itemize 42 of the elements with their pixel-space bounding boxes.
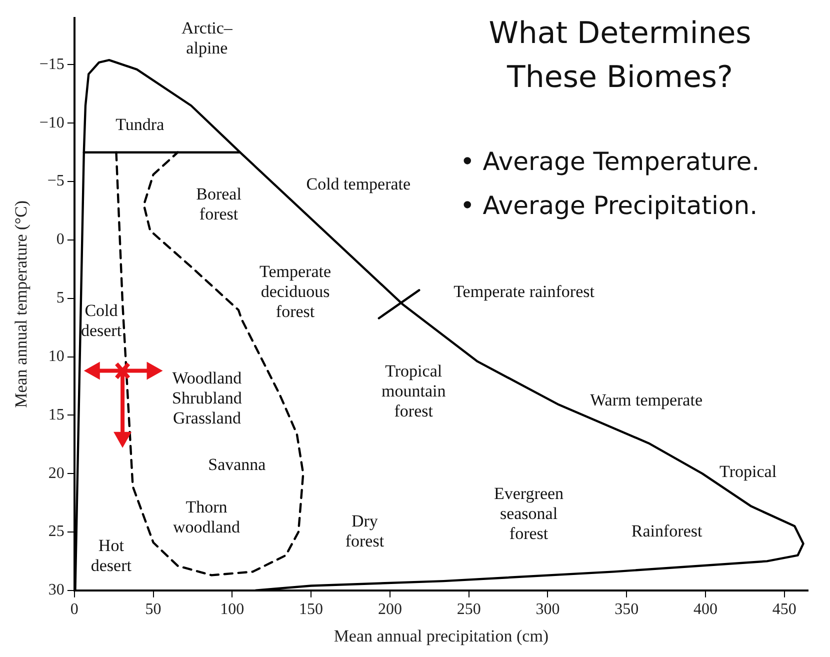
y-axis-title: Mean annual temperature (°C)	[12, 200, 31, 408]
x-tick-label: 50	[145, 601, 162, 618]
text: What Determines These Biomes?	[488, 15, 752, 96]
y-tick-label: 0	[56, 231, 64, 248]
x-axis-title: Mean annual precipitation (cm)	[334, 626, 549, 646]
y-tick-label: 30	[48, 582, 64, 599]
annotation: Thorn woodland	[172, 497, 240, 536]
annotation: Tundra	[116, 114, 165, 134]
annotation: Tropical	[720, 462, 777, 481]
y-tick-label: 25	[48, 523, 64, 540]
x-tick-label: 250	[456, 601, 481, 618]
y-tick-label: 20	[48, 464, 64, 482]
x-tick-label: 100	[220, 601, 244, 618]
annotation: Warm temperate	[590, 390, 702, 410]
y-tick-label: 5	[56, 290, 64, 307]
annotation: • Average Precipitation.	[460, 190, 759, 222]
x-tick-label: 300	[536, 601, 560, 618]
y-tick-label: −10	[39, 114, 64, 132]
x-tick-label: 200	[378, 601, 402, 618]
x-tick-label: 400	[693, 601, 718, 618]
y-tick-label: −5	[47, 172, 64, 190]
y-tick-label: 15	[48, 406, 64, 424]
annotation: Tropical mountain forest	[381, 361, 446, 420]
annotation: Evergreen seasonal forest	[494, 484, 564, 543]
annotation: Cold temperate	[306, 174, 411, 194]
annotation: Boreal forest	[196, 184, 242, 224]
y-tick-label: −15	[39, 56, 64, 73]
x-tick-label: 450	[772, 601, 796, 618]
annotation: Cold desert	[80, 301, 122, 340]
annotation: Dry forest	[345, 511, 384, 550]
x-tick-label: 150	[299, 601, 324, 618]
annotation: • Average Temperature.	[460, 146, 760, 178]
annotation: Rainforest	[631, 521, 702, 540]
annotation: Arctic– alpine	[181, 18, 233, 58]
annotation: Temperate rainforest	[454, 282, 595, 301]
x-tick-label: 0	[70, 601, 78, 618]
annotation: Woodland Shrubland Grassland	[172, 368, 242, 428]
y-tick-label: 10	[48, 348, 64, 365]
x-tick-label: 350	[614, 601, 639, 618]
annotation: Temperate deciduous forest	[260, 262, 332, 321]
annotation: Hot desert	[90, 536, 132, 575]
annotation: Savanna	[208, 454, 266, 474]
